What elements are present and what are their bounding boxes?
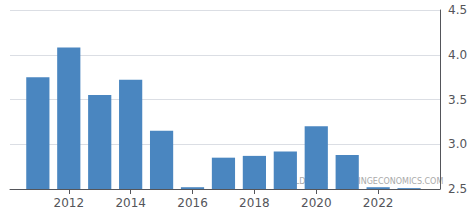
- svg-text:4.5: 4.5: [448, 3, 467, 17]
- svg-text:4.0: 4.0: [448, 48, 467, 62]
- svg-text:2014: 2014: [115, 196, 146, 210]
- svg-text:2012: 2012: [54, 196, 85, 210]
- svg-text:2022: 2022: [363, 196, 394, 210]
- svg-text:3.0: 3.0: [448, 137, 467, 151]
- svg-text:TRADINGECONOMICS.COM: TRADINGECONOMICS.COM: [336, 176, 444, 186]
- svg-text:2.5: 2.5: [448, 182, 467, 196]
- svg-text:2018: 2018: [239, 196, 270, 210]
- svg-text:2020: 2020: [301, 196, 332, 210]
- svg-text:2016: 2016: [177, 196, 208, 210]
- svg-text:3.5: 3.5: [448, 93, 467, 107]
